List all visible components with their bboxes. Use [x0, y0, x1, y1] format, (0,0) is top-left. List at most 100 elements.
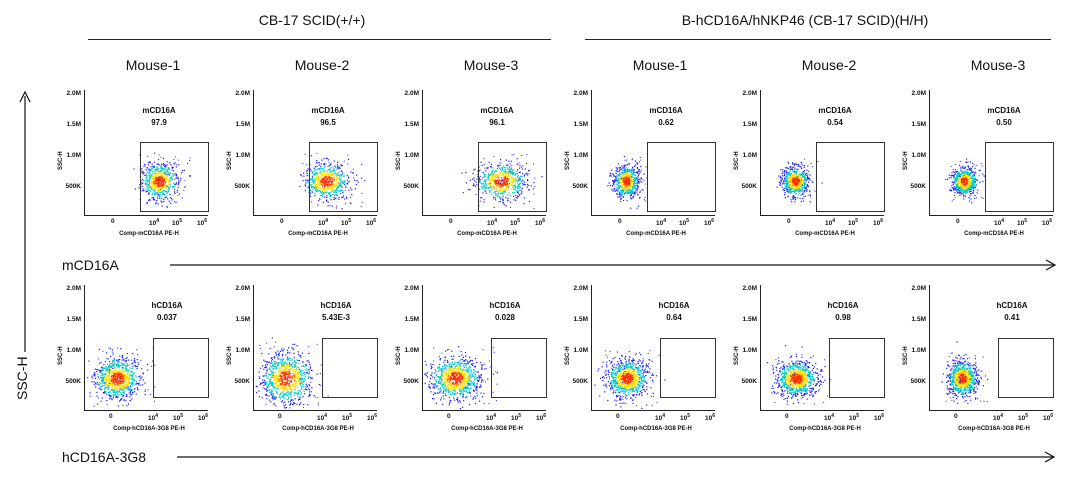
event-dot — [500, 186, 502, 188]
event-dot — [330, 195, 332, 197]
event-dot — [151, 168, 153, 170]
event-dot — [318, 174, 320, 176]
event-dot — [495, 173, 498, 175]
event-dot — [171, 169, 173, 171]
event-dot — [468, 188, 470, 191]
event-dot — [127, 382, 130, 384]
event-dot — [150, 166, 152, 168]
event-dot — [633, 195, 635, 197]
event-dot — [164, 190, 166, 192]
event-dot — [484, 167, 486, 169]
event-dot — [307, 180, 309, 182]
event-dot — [504, 183, 506, 185]
event-dot — [637, 187, 639, 189]
event-dot — [162, 174, 164, 176]
event-dot — [175, 166, 177, 168]
event-dot — [325, 170, 327, 172]
event-dot — [954, 192, 956, 194]
event-dot — [116, 384, 118, 386]
mouse-label: Mouse-2 — [294, 57, 350, 73]
event-dot — [790, 182, 792, 184]
event-dot — [154, 192, 156, 195]
event-dot — [976, 192, 978, 194]
event-dot — [802, 172, 805, 174]
event-dot — [123, 370, 125, 372]
event-dot — [167, 169, 169, 171]
event-dot — [343, 160, 345, 162]
event-dot — [123, 389, 125, 391]
event-dot — [171, 176, 173, 178]
event-dot — [958, 174, 960, 176]
event-dot — [352, 168, 354, 170]
event-dot — [956, 174, 958, 176]
event-dot — [492, 174, 494, 176]
event-dot — [123, 359, 125, 361]
event-dot — [124, 385, 126, 387]
event-dot — [633, 178, 635, 180]
event-dot — [976, 164, 978, 166]
event-dot — [788, 185, 790, 187]
event-dot — [352, 172, 354, 174]
event-dot — [165, 173, 167, 175]
event-dot — [128, 377, 131, 379]
event-dot — [616, 174, 618, 176]
event-dot — [629, 181, 632, 183]
event-dot — [500, 192, 502, 194]
event-dot — [793, 182, 795, 184]
event-dot — [620, 171, 622, 173]
event-dot — [493, 177, 495, 180]
event-dot — [493, 179, 495, 181]
event-dot — [634, 165, 636, 167]
event-dot — [333, 184, 335, 186]
event-dot — [974, 197, 976, 199]
event-dot — [620, 196, 622, 198]
event-dot — [129, 396, 131, 398]
event-dot — [956, 184, 958, 186]
event-dot — [117, 365, 119, 367]
event-dot — [114, 381, 116, 383]
event-dot — [140, 377, 142, 379]
event-dot — [969, 186, 971, 188]
event-dot — [177, 177, 179, 179]
event-dot — [183, 189, 185, 191]
event-dot — [967, 180, 969, 182]
event-dot — [783, 172, 785, 174]
event-dot — [794, 178, 796, 180]
event-dot — [511, 181, 514, 183]
event-dot — [169, 197, 171, 199]
event-dot — [968, 177, 970, 179]
event-dot — [625, 182, 627, 184]
event-dot — [614, 179, 616, 181]
event-dot — [509, 195, 511, 197]
event-dot — [617, 184, 619, 186]
event-dot — [639, 161, 640, 163]
y-tick-label: 2.0M — [404, 90, 419, 97]
event-dot — [329, 178, 331, 180]
event-dot — [637, 171, 639, 173]
event-dot — [952, 187, 954, 189]
event-dot — [493, 192, 495, 194]
event-dot — [146, 183, 148, 185]
event-dot — [474, 185, 476, 187]
event-dot — [121, 397, 123, 400]
flow-plot-panel: hCD16A 0.037 — [84, 285, 209, 411]
event-dot — [518, 195, 520, 197]
event-dot — [513, 192, 515, 194]
event-dot — [348, 177, 350, 179]
event-dot — [121, 359, 123, 361]
event-dot — [138, 384, 140, 386]
event-dot — [321, 159, 323, 161]
event-dot — [148, 180, 150, 182]
event-dot — [149, 199, 151, 201]
event-dot — [328, 187, 330, 189]
event-dot — [506, 180, 508, 182]
event-dot — [110, 384, 112, 386]
event-dot — [951, 200, 953, 202]
event-dot — [336, 173, 338, 175]
event-dot — [805, 182, 807, 184]
event-dot — [132, 392, 134, 394]
event-dot — [314, 179, 316, 181]
event-dot — [104, 380, 106, 382]
event-dot — [518, 180, 520, 182]
event-dot — [316, 187, 318, 189]
